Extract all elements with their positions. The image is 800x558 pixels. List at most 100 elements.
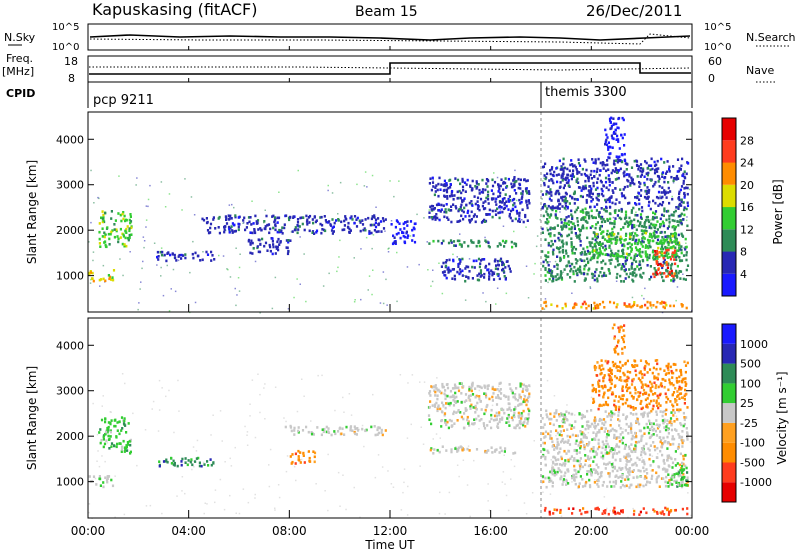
velocity-echo-cell-7 — [561, 440, 563, 443]
power-echo-cell-12 — [672, 165, 674, 168]
power-echo-cell-7 — [457, 197, 459, 200]
power-noise-speckle — [305, 301, 307, 303]
velocity-echo-cell-6 — [457, 400, 459, 403]
power-echo-cell-9 — [667, 210, 669, 213]
power-echo-cell-12 — [683, 182, 685, 185]
velocity-noise-speckle — [551, 465, 553, 467]
power-echo-cell-7 — [482, 188, 484, 191]
power-echo-cell-10 — [608, 240, 610, 243]
velocity-echo-cell-7 — [603, 463, 605, 466]
velocity-echo-cell-8 — [633, 378, 635, 381]
velocity-echo-cell-10 — [681, 484, 683, 487]
power-echo-cell-9 — [596, 261, 598, 264]
power-echo-cell-6 — [467, 245, 469, 248]
power-echo-cell-9 — [574, 252, 576, 255]
power-echo-cell-3 — [344, 224, 346, 227]
velocity-echo-cell-6 — [430, 385, 432, 388]
power-echo-cell-7 — [450, 205, 452, 208]
power-echo-cell-12 — [650, 164, 652, 167]
velocity-echo-cell-3 — [356, 433, 358, 436]
power-echo-cell-7 — [497, 212, 499, 215]
velocity-echo-cell-7 — [598, 442, 600, 445]
power-echo-cell-12 — [651, 168, 653, 171]
power-echo-cell-9 — [678, 234, 680, 237]
power-ytick-label: 4000 — [56, 133, 84, 146]
power-noise-speckle — [457, 256, 459, 258]
velocity-echo-cell-7 — [681, 462, 683, 465]
velocity-echo-cell-7 — [588, 470, 590, 473]
power-echo-cell-9 — [603, 208, 605, 211]
power-echo-cell-12 — [636, 164, 638, 167]
velocity-echo-cell-8 — [637, 391, 639, 394]
power-colorbar-swatch — [722, 252, 736, 274]
velocity-echo-cell-7 — [556, 419, 558, 422]
velocity-echo-cell-7 — [580, 441, 582, 444]
power-echo-cell-12 — [551, 207, 553, 210]
power-echo-cell-5 — [410, 220, 412, 223]
velocity-echo-cell-7 — [618, 411, 620, 414]
power-echo-cell-7 — [445, 182, 447, 185]
velocity-echo-cell-2 — [206, 460, 208, 463]
velocity-echo-cell-7 — [613, 485, 615, 488]
power-echo-cell-8 — [444, 274, 446, 277]
velocity-echo-cell-7 — [561, 458, 563, 461]
velocity-echo-cell-7 — [681, 430, 683, 433]
velocity-echo-cell-6 — [445, 402, 447, 405]
velocity-echo-cell-2 — [190, 458, 192, 461]
power-noise-speckle — [356, 184, 358, 186]
velocity-echo-cell-7 — [625, 416, 627, 419]
power-echo-cell-9 — [686, 225, 688, 228]
power-echo-cell-10 — [602, 253, 604, 256]
velocity-noise-speckle — [279, 497, 281, 499]
power-echo-cell-10 — [654, 236, 656, 239]
velocity-echo-cell-8 — [655, 368, 657, 371]
velocity-echo-cell-6 — [528, 393, 530, 396]
power-echo-cell-12 — [570, 159, 572, 162]
velocity-echo-cell-6 — [509, 383, 511, 386]
velocity-echo-cell-2 — [167, 461, 169, 464]
power-echo-cell-12 — [584, 160, 586, 163]
power-colorbar-tick: 20 — [740, 179, 754, 192]
velocity-echo-cell-9 — [624, 346, 626, 349]
power-echo-cell-12 — [566, 168, 568, 171]
velocity-echo-cell-7 — [596, 471, 598, 474]
velocity-echo-cell-8 — [612, 361, 614, 364]
power-noise-speckle — [391, 220, 393, 222]
velocity-echo-cell-8 — [592, 389, 594, 392]
power-echo-cell-3 — [370, 232, 372, 235]
power-noise-speckle — [536, 246, 538, 248]
freq-label: Freq. — [6, 52, 33, 65]
velocity-echo-cell-9 — [623, 335, 625, 338]
velocity-echo-cell-8 — [672, 393, 674, 396]
power-noise-speckle — [537, 235, 539, 237]
power-echo-cell-12 — [656, 196, 658, 199]
velocity-noise-speckle — [411, 424, 413, 426]
velocity-echo-cell-6 — [463, 412, 465, 415]
velocity-echo-cell-6 — [483, 425, 485, 428]
velocity-noise-speckle — [504, 455, 506, 457]
power-echo-cell-2 — [202, 259, 204, 262]
power-colorbar-tick: 28 — [740, 134, 754, 147]
velocity-echo-cell-1 — [103, 436, 105, 439]
power-echo-cell-9 — [599, 271, 601, 274]
velocity-echo-cell-1 — [129, 440, 131, 443]
power-echo-cell-7 — [493, 197, 495, 200]
velocity-echo-cell-7 — [668, 432, 670, 435]
velocity-echo-cell-7 — [593, 456, 595, 459]
power-echo-cell-6 — [463, 241, 465, 244]
power-echo-cell-1 — [124, 230, 126, 233]
power-echo-cell-12 — [596, 181, 598, 184]
power-echo-cell-9 — [663, 214, 665, 217]
velocity-echo-cell-7 — [628, 468, 630, 471]
power-echo-cell-9 — [603, 272, 605, 275]
velocity-echo-cell-7 — [645, 443, 647, 446]
velocity-echo-cell-4 — [295, 453, 297, 456]
power-echo-cell-0 — [108, 278, 110, 281]
power-echo-cell-12 — [658, 191, 660, 194]
power-echo-cell-9 — [614, 223, 616, 226]
power-echo-cell-12 — [618, 169, 620, 172]
power-echo-cell-3 — [383, 220, 385, 223]
power-echo-cell-9 — [568, 228, 570, 231]
velocity-echo-cell-6 — [511, 416, 513, 419]
power-echo-cell-9 — [562, 245, 564, 248]
